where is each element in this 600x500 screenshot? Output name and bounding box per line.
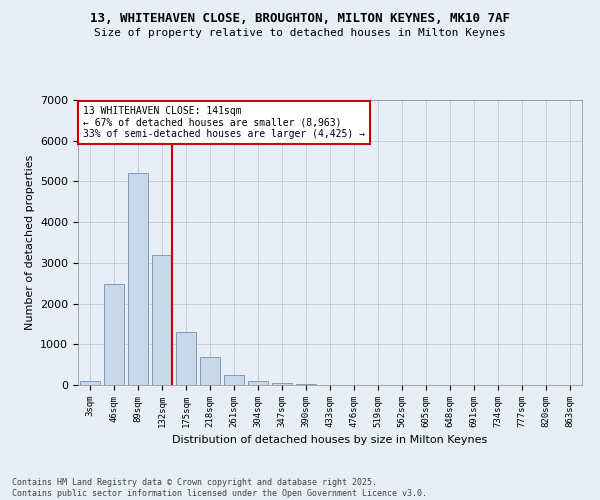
Text: 13, WHITEHAVEN CLOSE, BROUGHTON, MILTON KEYNES, MK10 7AF: 13, WHITEHAVEN CLOSE, BROUGHTON, MILTON … <box>90 12 510 26</box>
Bar <box>296 384 316 385</box>
Text: Contains HM Land Registry data © Crown copyright and database right 2025.
Contai: Contains HM Land Registry data © Crown c… <box>12 478 427 498</box>
Bar <box>224 375 244 385</box>
Bar <box>80 380 100 385</box>
Text: 13 WHITEHAVEN CLOSE: 141sqm
← 67% of detached houses are smaller (8,963)
33% of : 13 WHITEHAVEN CLOSE: 141sqm ← 67% of det… <box>83 106 365 140</box>
Bar <box>200 356 220 385</box>
Bar <box>176 332 196 385</box>
X-axis label: Distribution of detached houses by size in Milton Keynes: Distribution of detached houses by size … <box>172 436 488 446</box>
Y-axis label: Number of detached properties: Number of detached properties <box>25 155 35 330</box>
Bar <box>272 383 292 385</box>
Bar <box>128 174 148 385</box>
Bar <box>104 284 124 385</box>
Bar <box>152 254 172 385</box>
Text: Size of property relative to detached houses in Milton Keynes: Size of property relative to detached ho… <box>94 28 506 38</box>
Bar <box>248 380 268 385</box>
